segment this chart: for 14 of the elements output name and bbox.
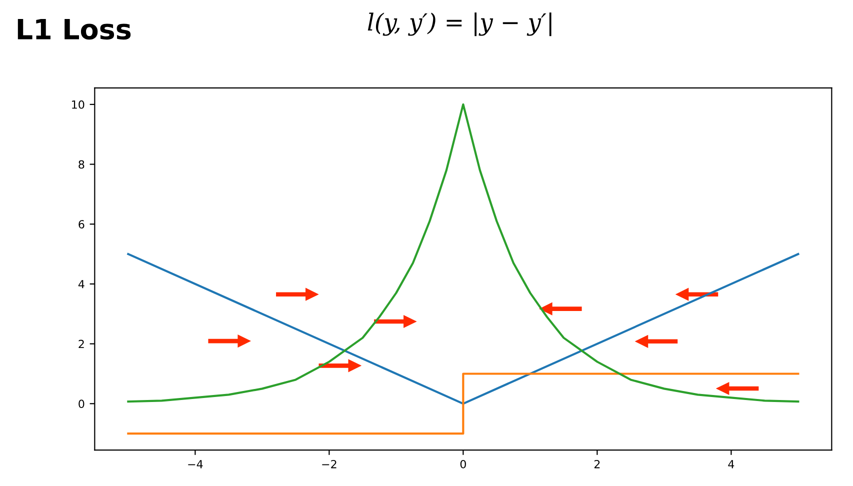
x-tick-label: 4: [728, 460, 734, 468]
chart-title: L1 Loss: [18, 19, 131, 40]
y-tick-label: 8: [78, 160, 84, 169]
y-tick-label: 4: [78, 280, 84, 288]
x-tick-label: 0: [460, 460, 466, 468]
line-series: [127, 103, 800, 403]
y-tick-label: 6: [78, 220, 84, 228]
chart-subtitle: l(y, y′) = |y − y′|: [368, 12, 552, 36]
x-tick-label: −4: [188, 460, 203, 468]
x-tick-label: −2: [322, 460, 336, 468]
y-tick-label: 10: [72, 100, 84, 109]
y-tick-label: 2: [78, 340, 84, 348]
x-tick-label: 2: [594, 460, 600, 468]
y-tick-label: 0: [78, 400, 84, 408]
